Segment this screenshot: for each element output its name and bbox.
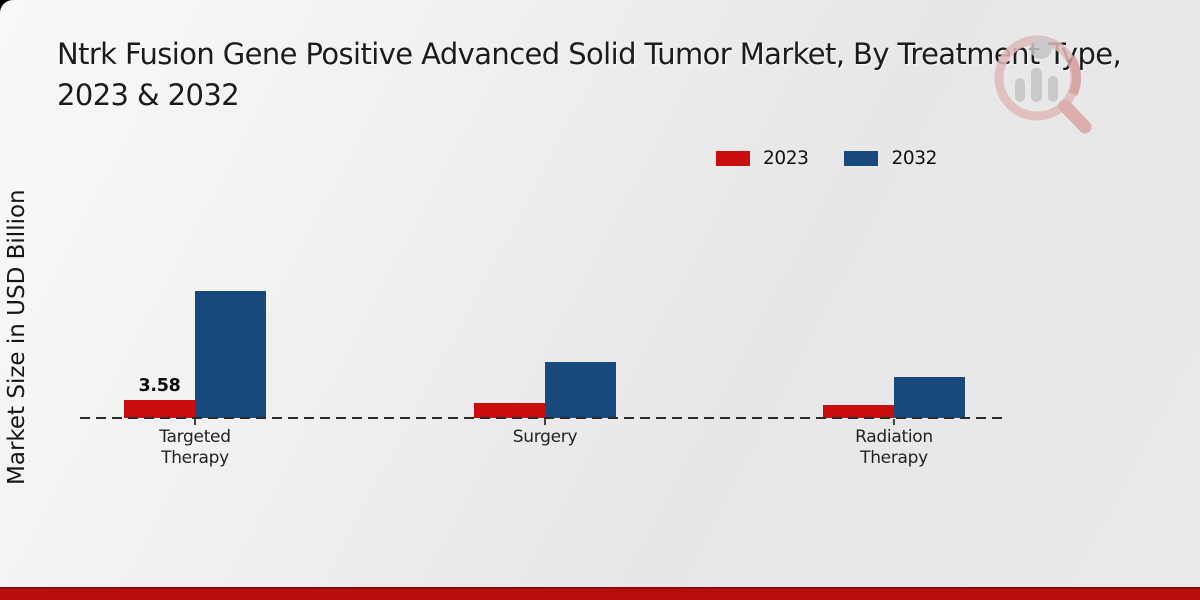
bar-value-label: 3.58 [138, 376, 181, 396]
legend-label-2032: 2032 [891, 148, 937, 169]
legend-label-2023: 2023 [763, 148, 809, 169]
legend-item-2023: 2023 [716, 148, 809, 169]
x-tick-label: Surgery [512, 427, 578, 447]
legend-swatch-2023 [716, 151, 750, 166]
bar-2023-radiation-therapy [823, 405, 894, 418]
bar-2023-surgery [474, 403, 545, 418]
bar-2023-targeted-therapy [124, 400, 195, 418]
chart-title-line-1: Ntrk Fusion Gene Positive Advanced Solid… [57, 37, 1122, 71]
legend-swatch-2032 [844, 151, 879, 166]
chart-title: Ntrk Fusion Gene Positive Advanced Solid… [57, 34, 1187, 116]
bar-2032-targeted-therapy [195, 291, 266, 418]
legend-item-2032: 2032 [844, 148, 937, 169]
chart-title-line-2: 2023 & 2032 [57, 78, 240, 112]
x-tick-label: Radiation Therapy [855, 427, 933, 468]
x-tick-label: Targeted Therapy [159, 427, 231, 468]
legend: 2023 2032 [716, 148, 937, 169]
x-axis-tick [194, 419, 196, 425]
x-axis-tick [893, 419, 895, 425]
magnifier-bar-chart-logo-icon [994, 35, 1092, 134]
footer-bar [0, 587, 1200, 600]
bar-2032-radiation-therapy [894, 377, 965, 418]
x-axis-tick [544, 419, 546, 425]
baseline-dashed [80, 417, 1008, 419]
bar-2032-surgery [545, 362, 616, 418]
